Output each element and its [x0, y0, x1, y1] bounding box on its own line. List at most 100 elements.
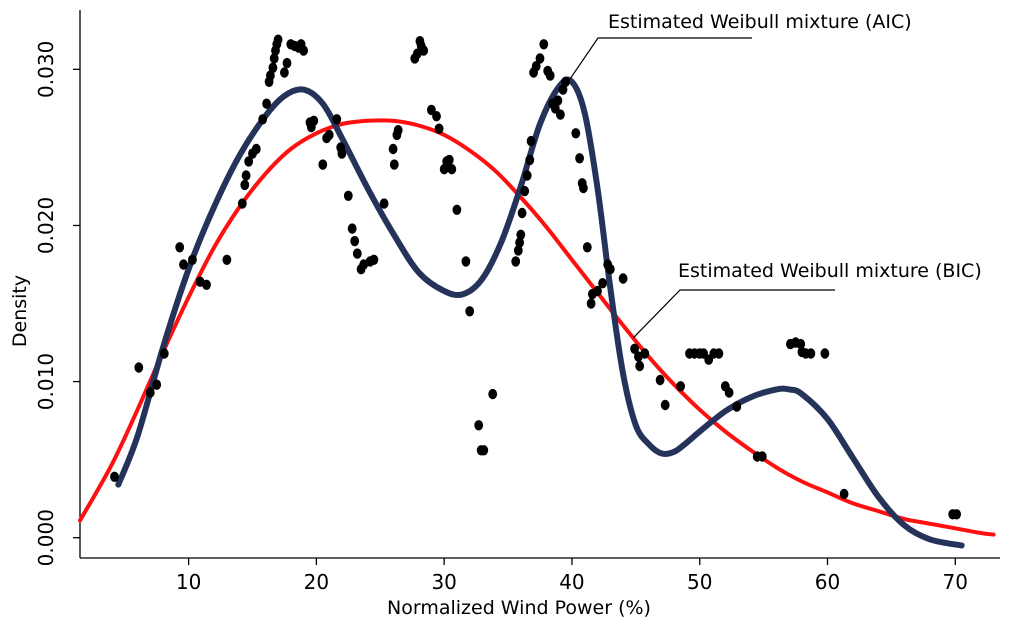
data-point — [676, 381, 685, 392]
data-point — [352, 248, 362, 259]
data-point — [251, 143, 261, 155]
data-point — [389, 159, 399, 170]
data-point — [268, 62, 278, 73]
data-point — [520, 185, 530, 197]
data-point — [280, 67, 289, 78]
data-point — [347, 223, 357, 234]
data-point — [535, 53, 545, 64]
data-point — [309, 115, 319, 127]
data-point — [337, 148, 347, 159]
data-point — [241, 170, 251, 181]
data-point — [134, 362, 144, 373]
data-point — [474, 420, 484, 431]
data-point — [282, 57, 292, 69]
data-point — [539, 39, 549, 50]
data-point — [350, 235, 360, 247]
data-point — [513, 245, 523, 256]
data-point — [152, 379, 162, 390]
data-point — [545, 70, 555, 81]
data-point — [240, 179, 250, 191]
data-point — [159, 348, 169, 359]
data-point — [444, 154, 454, 166]
data-points — [110, 34, 961, 520]
data-point — [952, 509, 961, 520]
data-point — [175, 242, 185, 253]
data-point — [724, 387, 734, 398]
data-point — [517, 207, 527, 219]
data-point — [379, 198, 389, 209]
data-point — [757, 451, 767, 462]
data-point — [343, 190, 353, 201]
data-point — [369, 254, 379, 265]
x-axis-title: Normalized Wind Power (%) — [387, 597, 651, 619]
annotation-leader-line — [566, 37, 752, 85]
data-point — [640, 348, 650, 359]
data-point — [618, 273, 628, 284]
data-point — [432, 111, 441, 122]
data-point — [273, 34, 283, 45]
data-point — [145, 387, 155, 398]
data-point — [419, 45, 429, 56]
data-point — [655, 374, 665, 386]
data-point — [488, 388, 498, 400]
x-tick-label: 50 — [687, 570, 712, 594]
data-point — [262, 98, 271, 109]
data-point — [222, 254, 232, 265]
data-point — [439, 164, 449, 175]
data-point — [796, 338, 806, 350]
data-point — [515, 237, 524, 248]
data-point — [582, 242, 592, 253]
annotation-label: Estimated Weibull mixture (AIC) — [608, 11, 912, 33]
data-point — [714, 348, 724, 359]
data-point — [324, 129, 334, 141]
data-point — [586, 298, 596, 309]
x-tick-label: 10 — [176, 570, 201, 594]
bic-mixture-curve — [78, 118, 996, 537]
data-point — [479, 445, 489, 456]
annotation-label: Estimated Weibull mixture (BIC) — [678, 260, 982, 282]
x-tick-label: 70 — [943, 570, 968, 594]
data-point — [839, 488, 849, 500]
data-point — [516, 229, 526, 240]
data-point — [299, 45, 308, 56]
data-point — [179, 259, 188, 270]
data-point — [258, 114, 268, 125]
data-point — [318, 159, 328, 170]
data-point — [332, 114, 342, 125]
x-tick-label: 20 — [304, 570, 329, 594]
data-point — [660, 399, 670, 411]
aic-mixture-curve — [115, 76, 965, 549]
axes — [79, 10, 1000, 559]
data-point — [571, 128, 581, 139]
y-tick-label: 0.020 — [34, 197, 58, 254]
data-point — [434, 123, 444, 134]
data-point — [461, 256, 471, 267]
data-point — [553, 95, 563, 106]
ticks: 10 20 30 40 50 60 70 0.000 0.010 0.020 0.030 — [34, 41, 968, 594]
data-point — [630, 343, 639, 354]
data-point — [202, 279, 211, 290]
data-point — [452, 204, 462, 215]
data-point — [511, 256, 521, 267]
x-tick-label: 30 — [431, 570, 456, 594]
data-point — [579, 182, 588, 194]
data-point — [525, 154, 535, 166]
data-point — [522, 170, 532, 181]
data-point — [635, 360, 645, 372]
data-point — [556, 109, 565, 120]
data-point — [575, 153, 584, 164]
data-point — [598, 278, 607, 289]
data-point — [188, 254, 197, 265]
x-tick-label: 60 — [815, 570, 840, 594]
x-tick-label: 40 — [559, 570, 584, 594]
data-point — [447, 164, 457, 175]
data-point — [110, 471, 119, 482]
data-point — [605, 264, 615, 275]
data-point — [806, 348, 816, 359]
data-point — [266, 70, 275, 81]
annotation-leader-line — [632, 289, 835, 339]
data-point — [244, 156, 254, 167]
data-point — [388, 143, 398, 155]
series — [78, 76, 996, 549]
